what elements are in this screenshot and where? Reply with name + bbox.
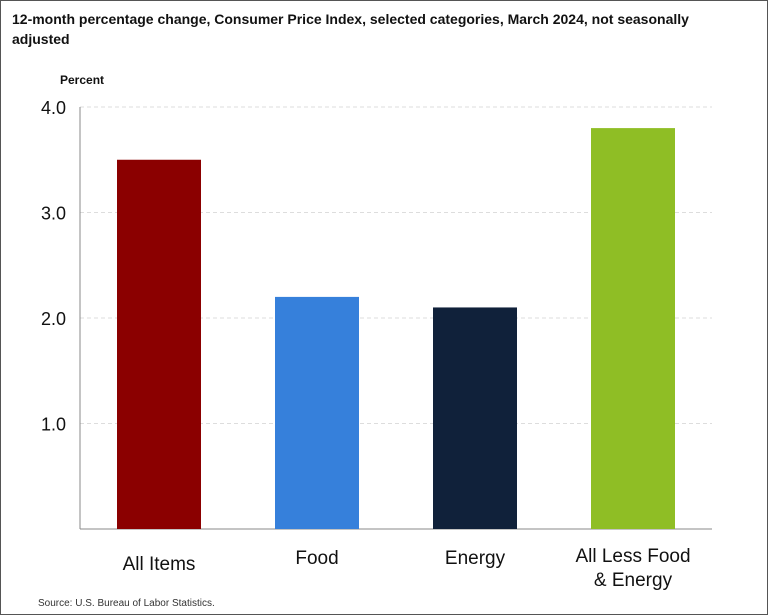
y-tick-label: 3.0	[41, 204, 66, 224]
bar	[117, 160, 201, 529]
source-note: Source: U.S. Bureau of Labor Statistics.	[38, 598, 215, 609]
x-tick-label: & Energy	[594, 570, 673, 591]
x-tick-label: All Less Food	[575, 546, 690, 567]
bar	[275, 297, 359, 529]
bar	[591, 128, 675, 529]
y-tick-label: 2.0	[41, 309, 66, 329]
x-tick-label: All Items	[123, 554, 196, 575]
x-tick-label: Food	[295, 548, 338, 569]
x-tick-label: Energy	[445, 548, 506, 569]
y-tick-label: 1.0	[41, 415, 66, 435]
bar	[433, 307, 517, 529]
y-tick-label: 4.0	[41, 98, 66, 118]
